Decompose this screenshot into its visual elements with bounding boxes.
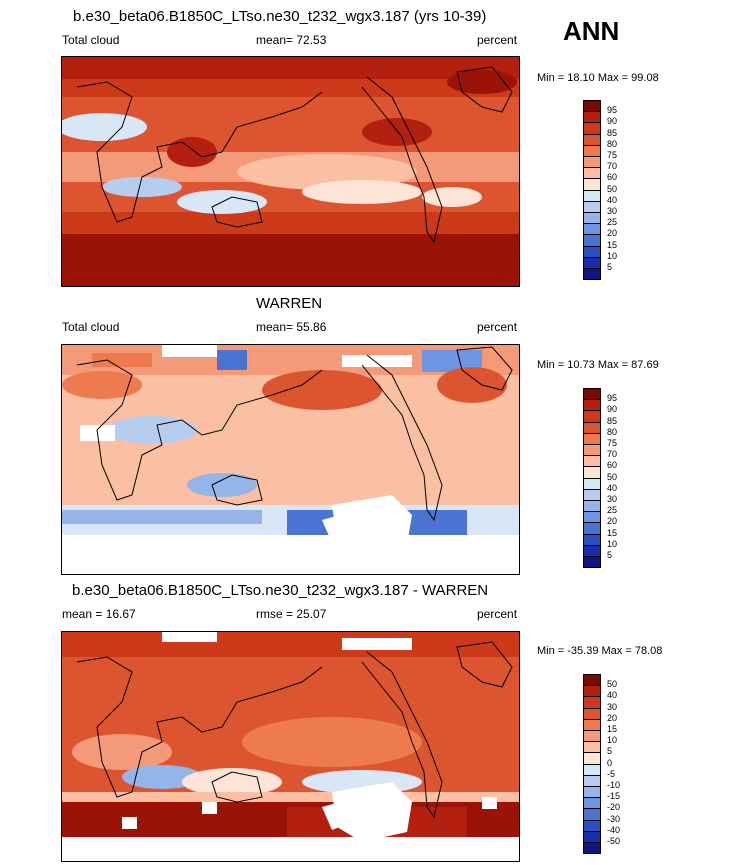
panel3-mean-label: mean = 16.67 [62,607,136,621]
panel3-units-label: percent [477,607,518,621]
colorbar-tick-label: 30 [607,494,618,504]
panel2-minmax-label: Min = 10.73 Max = 87.69 [537,359,659,371]
colorbar-box [583,842,601,855]
colorbar-tick-label: 70 [607,449,618,460]
panel1-coastlines [76,66,513,244]
panel1-minmax-label: Min = 18.10 Max = 99.08 [537,72,659,84]
colorbar-tick-label: 20 [607,712,618,723]
panel3-map [61,631,520,862]
colorbar-tick-label: 10 [607,735,618,746]
colorbar-tick-label: 60 [607,460,618,471]
panel2-coastlines [76,346,513,522]
panel2-map-field [62,345,519,574]
panel3-colorbar: 50 40 30 20 15 10 5 0 -5 -10 -15 -20 -30 -40 -50 [583,674,623,855]
colorbar-tick-label: -10 [607,780,621,790]
colorbar-tick-label: 50 [607,679,618,690]
panel2-variable-label: Total cloud [62,320,120,334]
colorbar-tick-label: 25 [607,217,618,228]
panel2-map [61,344,520,575]
colorbar-tick-label: -20 [607,802,621,813]
colorbar-tick-label: 95 [607,393,618,404]
colorbar-tick-label: 20 [607,228,618,239]
colorbar-tick-label: 30 [607,701,618,712]
colorbar-tick-label: 90 [607,404,618,415]
colorbar-tick-label: 75 [607,150,618,160]
panel1-title: b.e30_beta06.B1850C_LTso.ne30_t232_wgx3.… [73,8,487,25]
panel1-colorbar: 95 90 85 80 75 70 60 50 40 30 25 20 15 10 5 [583,100,623,281]
colorbar-tick-label: 80 [607,138,618,149]
colorbar-tick-label: -30 [607,813,621,824]
colorbar-box [583,268,601,281]
colorbar-tick-label: 85 [607,415,618,426]
panel1-map-field [62,57,519,286]
colorbar-tick-label: 40 [607,690,618,701]
panel2-title: WARREN [256,295,323,312]
colorbar-tick-label: -5 [607,768,616,779]
colorbar-tick-label: 85 [607,127,618,138]
colorbar-tick-label: 15 [607,527,618,538]
colorbar-tick-label: 15 [607,239,618,250]
colorbar-tick-label: 15 [607,724,618,734]
colorbar-tick-label: 90 [607,116,618,127]
colorbar-tick-label: 60 [607,172,618,183]
colorbar-tick-label: 5 [607,746,613,757]
colorbar-tick-label: -50 [607,836,621,846]
colorbar-tick-label: 50 [607,471,618,482]
colorbar-tick-label: 50 [607,183,618,194]
panel3-title: b.e30_beta06.B1850C_LTso.ne30_t232_wgx3.… [72,582,489,599]
colorbar-tick-label: 10 [607,538,618,549]
colorbar-tick-label: 80 [607,426,618,437]
panel1-mean-label: mean= 72.53 [256,33,327,47]
panel3-minmax-label: Min = -35.39 Max = 78.08 [537,645,663,657]
colorbar-tick-label: 0 [607,757,613,768]
colorbar-tick-label: -40 [607,824,621,835]
panel2-colorbar: 95 90 85 80 75 70 60 50 40 30 25 20 15 10 5 [583,388,623,569]
colorbar-tick-label: 70 [607,161,618,172]
panel1-map [61,56,520,287]
panel3-coastlines [76,641,513,819]
panel1-units-label: percent [477,33,518,47]
colorbar-tick-label: 75 [607,438,618,448]
panel3-map-field [62,632,519,861]
colorbar-tick-label: 10 [607,250,618,261]
colorbar-tick-label: -15 [607,791,621,802]
panel1-variable-label: Total cloud [62,33,120,47]
colorbar-tick-label: 40 [607,482,618,493]
season-label: ANN [563,16,620,46]
panel2-units-label: percent [477,320,518,334]
colorbar-tick-label: 40 [607,194,618,205]
colorbar-tick-label: 30 [607,206,618,216]
panel2-mean-label: mean= 55.86 [256,320,327,334]
panel3-rmse-label: rmse = 25.07 [256,607,327,621]
colorbar-box [583,556,601,569]
colorbar-tick-label: 25 [607,505,618,516]
colorbar-tick-label: 20 [607,516,618,527]
colorbar-tick-label: 95 [607,105,618,116]
colorbar-tick-label: 5 [607,262,613,272]
colorbar-tick-label: 5 [607,550,613,560]
